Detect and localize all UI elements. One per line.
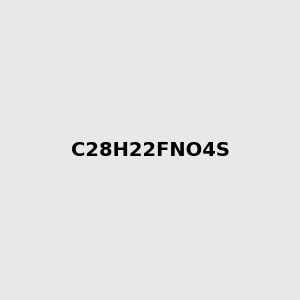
- Text: C28H22FNO4S: C28H22FNO4S: [70, 140, 230, 160]
